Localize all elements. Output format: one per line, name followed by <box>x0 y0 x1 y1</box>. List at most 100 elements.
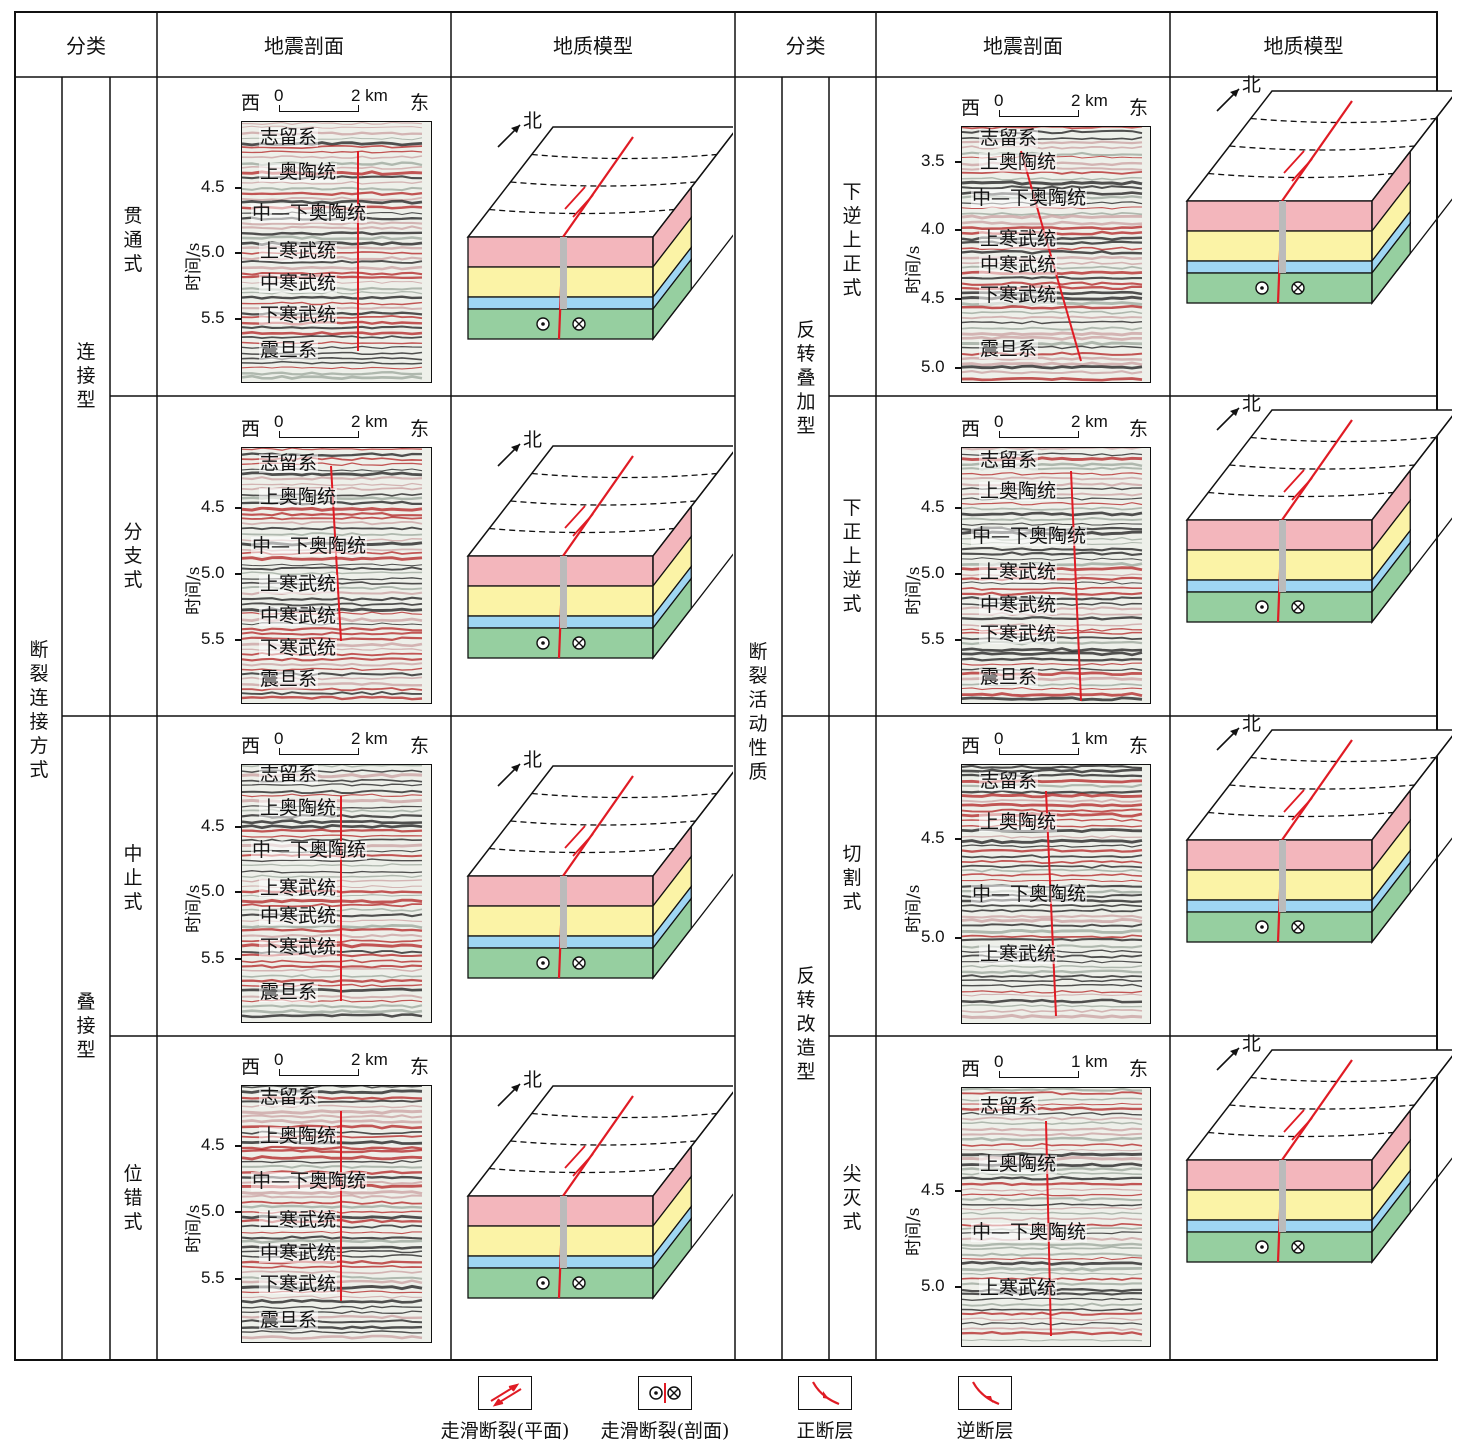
west-label: 西 <box>961 418 981 440</box>
scale-end: 2 km <box>1071 412 1108 431</box>
fault-plane <box>562 455 634 557</box>
scale-bar <box>999 748 1079 755</box>
tick-mark <box>235 1278 241 1280</box>
strike-slip-in-icon <box>1291 1240 1305 1254</box>
strike-slip-in-icon <box>572 956 586 970</box>
row-label-3: 中止式 <box>123 843 143 913</box>
layer-label: 上奥陶统 <box>979 151 1058 173</box>
layer-label: 上奥陶统 <box>259 161 338 183</box>
scale-bar <box>279 1069 359 1076</box>
layer-label: 上奥陶统 <box>979 1153 1058 1175</box>
tick-mark <box>955 639 961 641</box>
time-tick: 5.5 <box>921 629 945 648</box>
layer-label: 下寒武统 <box>259 304 338 326</box>
layer-label: 震旦系 <box>259 339 319 361</box>
layer-label: 上奥陶统 <box>979 480 1058 502</box>
tick-mark <box>235 826 241 828</box>
row-label-1: 贯通式 <box>123 205 143 275</box>
layer-label: 上寒武统 <box>979 228 1058 250</box>
time-tick: 5.0 <box>921 563 945 582</box>
row-label-7: 切割式 <box>842 843 862 913</box>
layer-label: 中寒武统 <box>979 254 1058 276</box>
layer-label: 上寒武统 <box>259 240 338 262</box>
scale-zero: 0 <box>274 1050 284 1069</box>
legend-label-4: 逆断层 <box>956 1420 1014 1442</box>
tick-mark <box>955 367 961 369</box>
north-label: 北 <box>523 1069 543 1091</box>
layer-label: 下寒武统 <box>259 1273 338 1295</box>
fault-plane <box>1281 739 1353 841</box>
tick-mark <box>955 1190 961 1192</box>
north-label: 北 <box>1242 74 1262 96</box>
north-label: 北 <box>1242 1033 1262 1055</box>
west-label: 西 <box>241 735 261 757</box>
strike-slip-plan-icon <box>478 1376 532 1410</box>
strike-slip-out-icon <box>1255 600 1269 614</box>
tick-mark <box>955 937 961 939</box>
strike-slip-out-icon <box>536 317 550 331</box>
layer-label: 上奥陶统 <box>259 1125 338 1147</box>
layer-label: 上奥陶统 <box>259 797 338 819</box>
time-tick: 5.5 <box>201 948 225 967</box>
east-label: 东 <box>410 418 430 440</box>
time-axis-label: 时间/s <box>904 245 924 294</box>
tick-mark <box>235 187 241 189</box>
time-tick: 5.5 <box>201 629 225 648</box>
layer-label: 震旦系 <box>259 981 319 1003</box>
category-sub-transform: 反转改造型 <box>796 965 816 1083</box>
layer-label: 下寒武统 <box>979 623 1058 645</box>
scale-zero: 0 <box>274 412 284 431</box>
north-label: 北 <box>1242 713 1262 735</box>
scale-bar <box>999 431 1079 438</box>
layer-label: 志留系 <box>259 452 319 474</box>
tick-mark <box>955 161 961 163</box>
row-label-5: 下逆上正式 <box>842 181 862 299</box>
scale-zero: 0 <box>274 86 284 105</box>
tick-mark <box>235 252 241 254</box>
north-label: 北 <box>523 749 543 771</box>
scale-zero: 0 <box>994 91 1004 110</box>
layer-label: 中—下奥陶统 <box>251 202 368 224</box>
layer-label: 志留系 <box>259 126 319 148</box>
header-seismic-left: 地震剖面 <box>264 34 344 58</box>
north-arrow-icon <box>1216 407 1240 431</box>
time-tick: 4.5 <box>201 1135 225 1154</box>
strike-slip-out-icon <box>536 956 550 970</box>
layer-label: 中寒武统 <box>259 272 338 294</box>
strike-slip-out-icon <box>536 636 550 650</box>
east-label: 东 <box>410 92 430 114</box>
layer-label: 震旦系 <box>259 668 319 690</box>
strike-slip-out-icon <box>1255 1240 1269 1254</box>
north-arrow-icon <box>1216 1047 1240 1071</box>
scale-end: 2 km <box>1071 91 1108 110</box>
tick-mark <box>955 573 961 575</box>
row-label-4: 位错式 <box>123 1163 143 1233</box>
strike-slip-out-icon <box>1255 281 1269 295</box>
geologic-model-2 <box>466 443 733 660</box>
fault-plane <box>562 1095 634 1197</box>
east-label: 东 <box>410 1056 430 1078</box>
scale-end: 2 km <box>351 412 388 431</box>
time-tick: 5.0 <box>201 242 225 261</box>
west-label: 西 <box>961 735 981 757</box>
header-model-right: 地质模型 <box>1263 34 1344 58</box>
strike-slip-in-icon <box>1291 281 1305 295</box>
scale-bar <box>279 748 359 755</box>
east-label: 东 <box>1129 418 1149 440</box>
geologic-model-6 <box>1185 407 1452 624</box>
layer-label: 志留系 <box>979 770 1039 792</box>
layer-label: 上寒武统 <box>259 1209 338 1231</box>
west-label: 西 <box>241 418 261 440</box>
time-tick: 4.5 <box>921 1180 945 1199</box>
strike-slip-out-icon <box>536 1276 550 1290</box>
geologic-model-8 <box>1185 1047 1452 1264</box>
tick-mark <box>955 229 961 231</box>
geologic-model-4 <box>466 1083 733 1300</box>
layer-label: 中—下奥陶统 <box>971 187 1088 209</box>
time-tick: 5.0 <box>201 881 225 900</box>
tick-mark <box>235 639 241 641</box>
scale-zero: 0 <box>994 1052 1004 1071</box>
header-seismic-right: 地震剖面 <box>983 34 1063 58</box>
time-axis-label: 时间/s <box>904 884 924 933</box>
fault-plane <box>1281 1059 1353 1161</box>
